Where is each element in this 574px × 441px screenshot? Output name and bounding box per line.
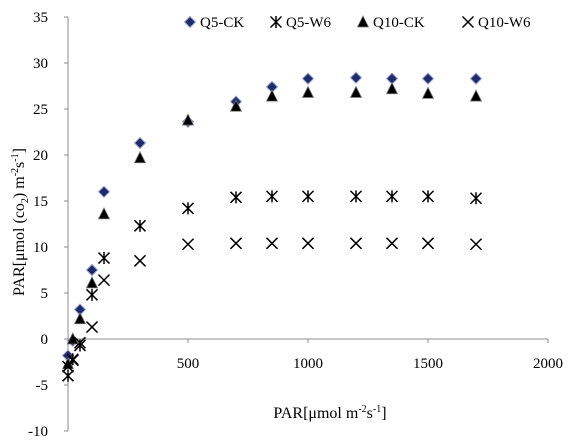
legend: Q5-CK Q5-W6 Q10-CK Q10-W6 [183, 15, 531, 31]
point-q10-ck [85, 275, 99, 289]
point-q10-w6 [349, 237, 363, 250]
point-q10-ck [181, 113, 195, 126]
point-q5-ck [421, 72, 435, 85]
point-q10-w6 [61, 360, 75, 373]
x-tick-labels: 500 1000 1500 2000 [177, 356, 563, 372]
point-q10-ck [469, 89, 483, 102]
plot-markers [61, 71, 483, 382]
legend-marker-q5-ck [183, 15, 197, 29]
point-q10-ck [229, 99, 243, 112]
y-tick-label: -5 [36, 378, 49, 394]
point-q5-w6 [85, 288, 99, 301]
point-q5-w6 [301, 190, 315, 203]
legend-item-q5-ck: Q5-CK [183, 15, 244, 31]
y-tick-label: 10 [33, 240, 48, 256]
legend-label: Q5-W6 [286, 15, 331, 31]
x-tick-label: 1000 [293, 356, 323, 372]
point-q5-w6 [133, 219, 147, 232]
point-q5-ck [301, 72, 315, 85]
point-q5-w6 [97, 252, 111, 265]
y-tick-label: 0 [41, 332, 49, 348]
y-tick-labels: 35 30 25 20 15 10 5 0 -5 -10 [28, 10, 48, 440]
point-q10-w6 [97, 274, 111, 287]
legend-label: Q10-CK [373, 15, 425, 31]
point-q5-ck [97, 185, 111, 199]
point-q5-w6 [265, 190, 279, 203]
point-q10-ck [133, 150, 147, 164]
point-q5-w6 [385, 190, 399, 203]
x-axis-title: PAR[μmol m-2s-1] [273, 404, 386, 422]
point-q10-ck [301, 85, 315, 98]
point-q5-w6 [421, 190, 435, 203]
y-axis-title: PAR[μmol (co2) m-2s-1] [10, 148, 31, 296]
y-tick-label: 30 [33, 56, 48, 72]
y-tick-marks [64, 16, 68, 432]
point-q5-w6 [349, 190, 363, 203]
point-q5-ck [133, 136, 147, 150]
point-q5-ck [85, 263, 99, 277]
point-q5-w6 [181, 202, 195, 215]
legend-label: Q10-W6 [478, 15, 531, 31]
point-q10-ck [385, 81, 399, 95]
point-q10-w6 [73, 336, 87, 349]
point-q10-w6 [421, 237, 435, 250]
point-q10-ck [73, 311, 87, 325]
point-q10-ck [349, 85, 363, 98]
legend-item-q5-w6: Q5-W6 [269, 15, 331, 31]
point-q10-ck [97, 206, 111, 220]
y-tick-label: -10 [28, 424, 48, 440]
y-tick-label: 35 [33, 10, 48, 26]
point-q10-w6 [301, 237, 315, 250]
point-q10-ck [421, 86, 435, 99]
point-q10-w6 [85, 321, 99, 334]
legend-item-q10-ck: Q10-CK [356, 15, 425, 31]
legend-marker-q5-w6 [269, 15, 283, 29]
point-q5-w6 [469, 192, 483, 205]
legend-marker-q10-w6 [461, 15, 475, 29]
legend-item-q10-w6: Q10-W6 [461, 15, 531, 31]
point-q5-w6 [229, 191, 243, 204]
point-q10-w6 [229, 237, 243, 250]
y-tick-label: 25 [33, 102, 48, 118]
x-tick-marks [187, 339, 549, 343]
point-q5-ck [469, 72, 483, 85]
x-tick-label: 2000 [533, 356, 563, 372]
point-q10-w6 [469, 238, 483, 251]
point-q10-ck [265, 89, 279, 102]
point-q10-w6 [133, 254, 147, 267]
point-q10-w6 [265, 237, 279, 250]
x-tick-label: 500 [177, 356, 200, 372]
x-tick-label: 1500 [413, 356, 443, 372]
point-q5-ck [349, 71, 363, 84]
y-tick-label: 20 [33, 148, 48, 164]
legend-marker-q10-ck [356, 15, 370, 28]
point-q10-w6 [66, 354, 79, 367]
legend-label: Q5-CK [200, 15, 244, 31]
y-tick-label: 15 [33, 194, 48, 210]
point-q10-w6 [181, 238, 195, 251]
point-q10-w6 [385, 237, 399, 250]
point-q5-w6 [61, 369, 75, 382]
y-tick-label: 5 [41, 286, 49, 302]
